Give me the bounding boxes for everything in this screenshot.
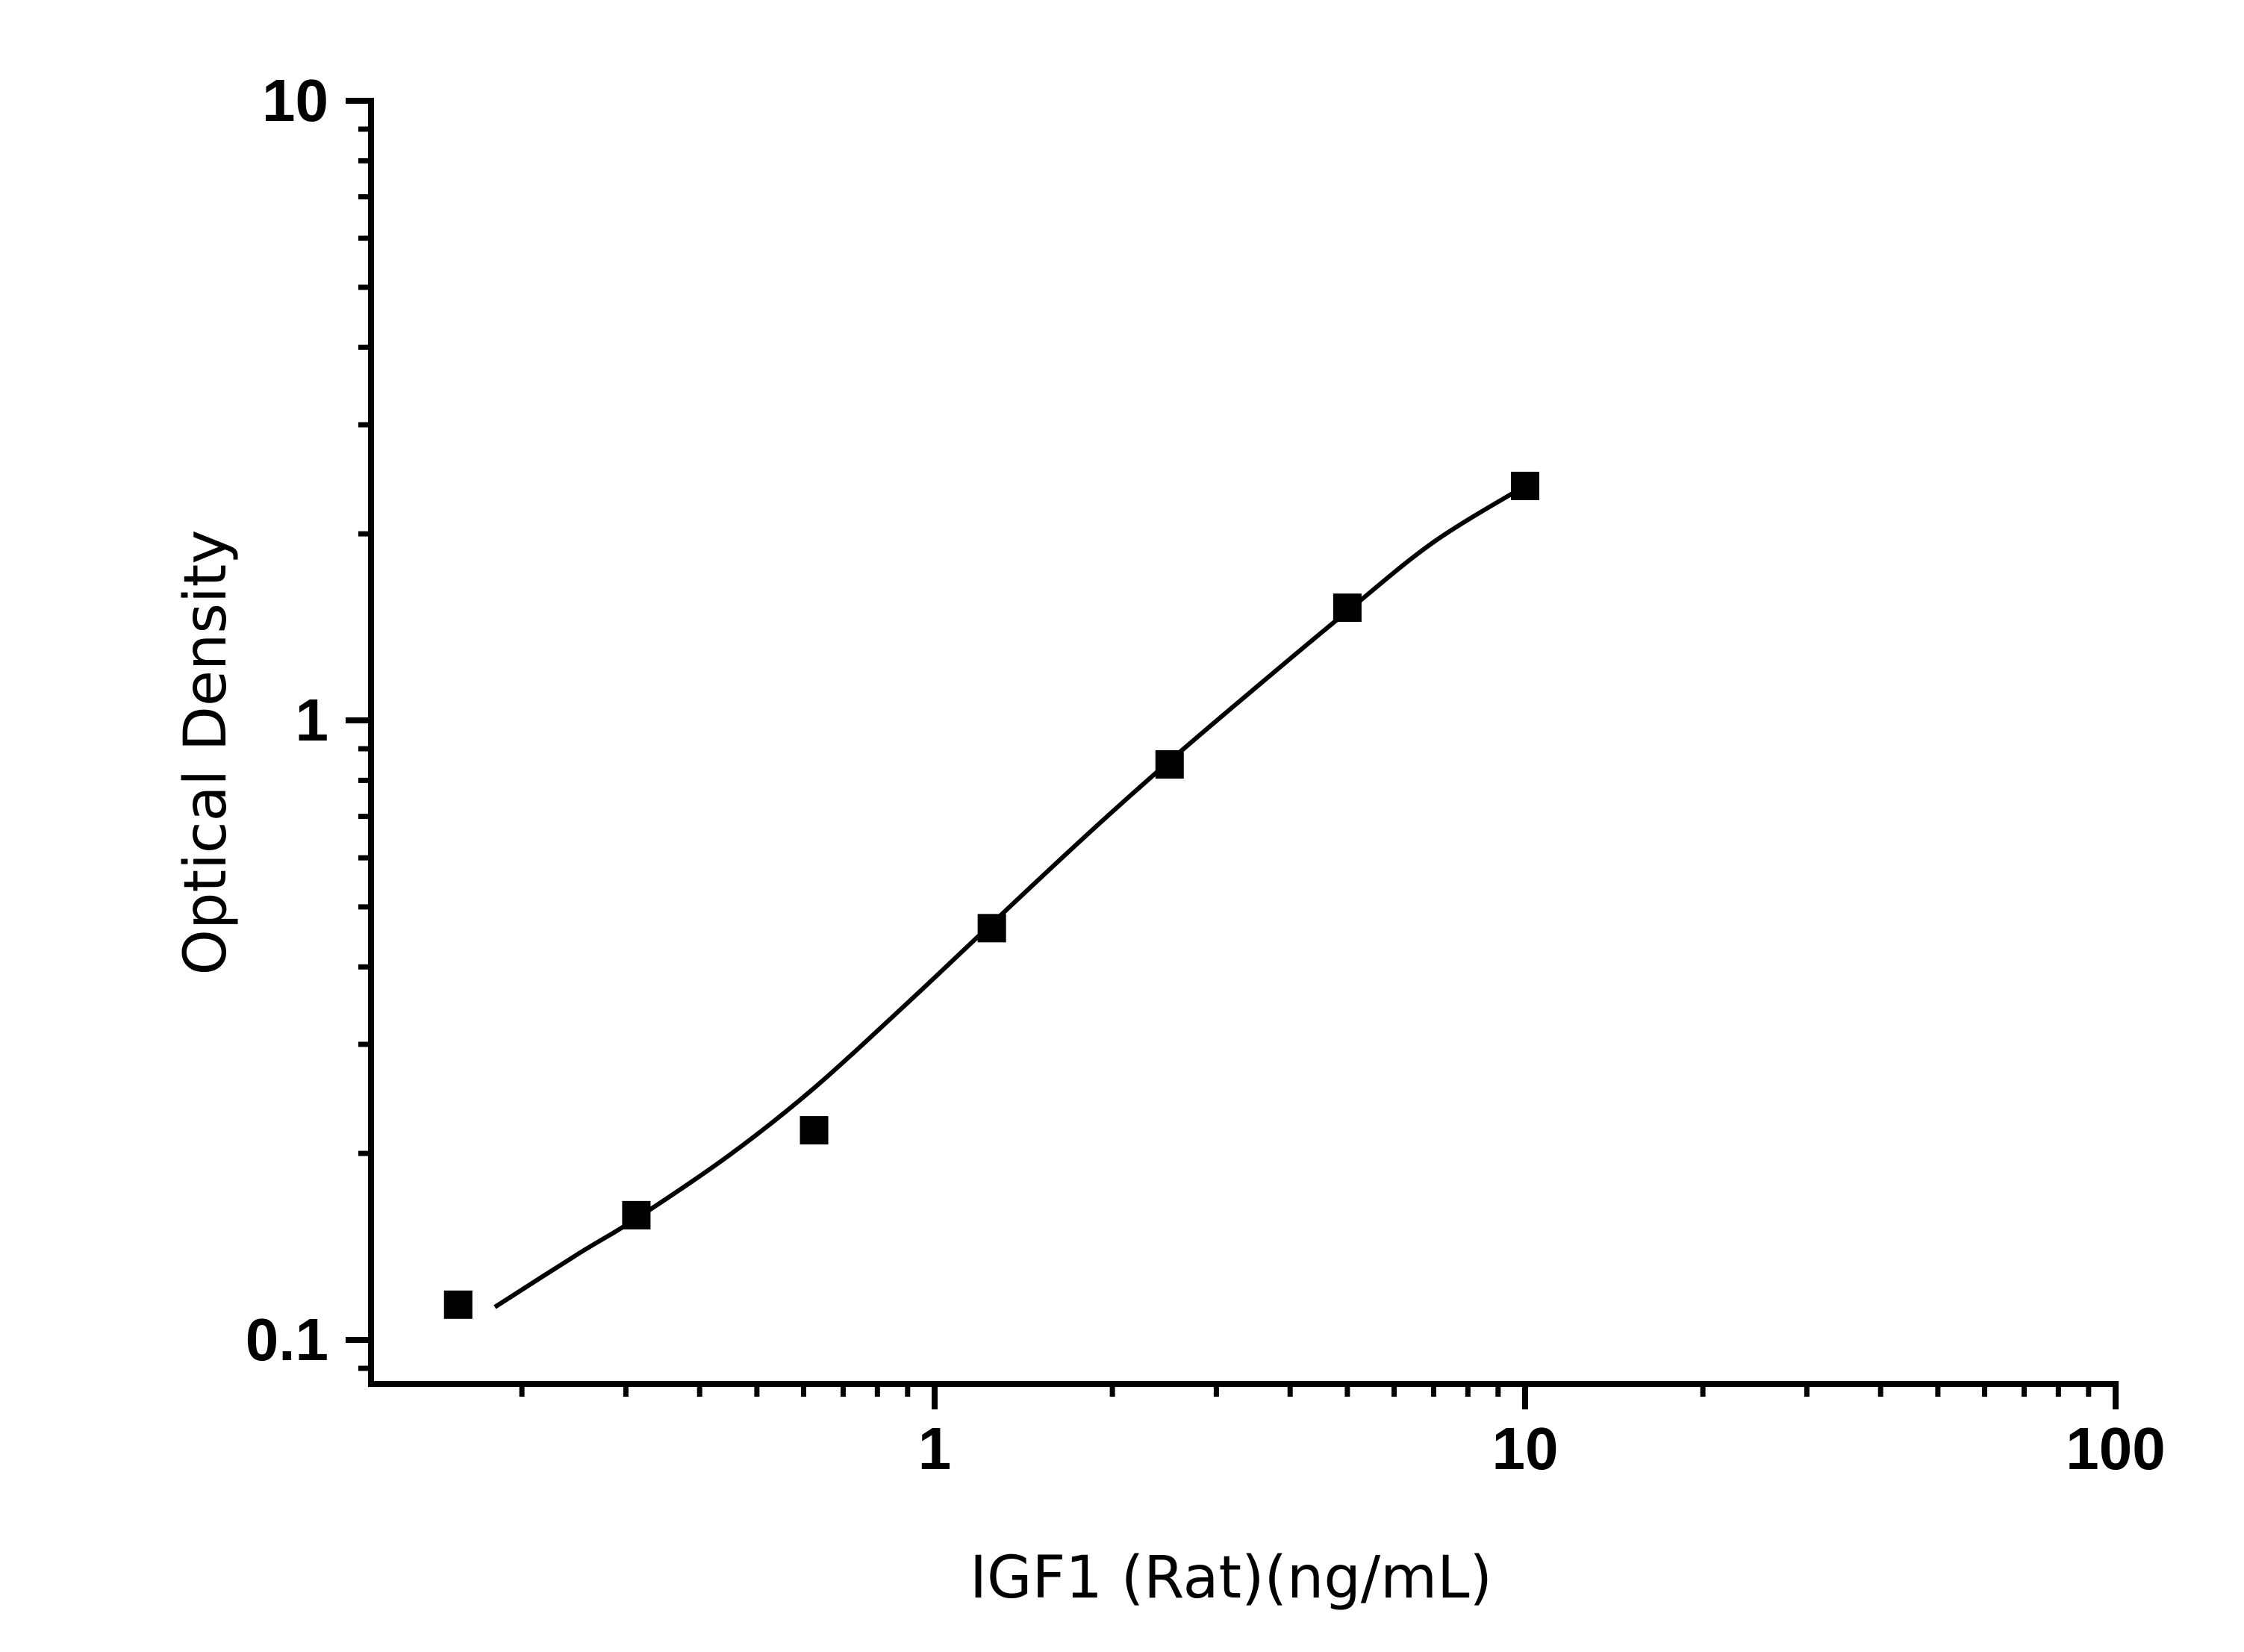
data-point-marker [1155, 750, 1184, 779]
data-point-marker [977, 914, 1006, 943]
major-ticks [346, 98, 2119, 1409]
y-tick-label-10: 10 [262, 67, 328, 134]
x-tick-label-1: 1 [918, 1415, 952, 1482]
data-markers [443, 471, 1539, 1319]
data-point-marker [1333, 593, 1362, 623]
x-tick-label-10: 10 [1492, 1415, 1559, 1482]
x-axis-title: IGF1 (Rat)(ng/mL) [970, 1545, 1492, 1612]
data-point-marker [443, 1290, 473, 1319]
x-minor-ticks [519, 1384, 2092, 1397]
fitted-curve [493, 484, 1527, 1309]
data-point-marker [622, 1200, 651, 1229]
data-point-marker [1511, 471, 1539, 500]
data-point-marker [800, 1116, 829, 1145]
x-tick-label-100: 100 [2066, 1415, 2165, 1482]
y-axis-title: Optical Density [172, 530, 240, 976]
y-tick-label-1: 1 [296, 687, 329, 753]
y-tick-label-0.1: 0.1 [246, 1306, 328, 1373]
